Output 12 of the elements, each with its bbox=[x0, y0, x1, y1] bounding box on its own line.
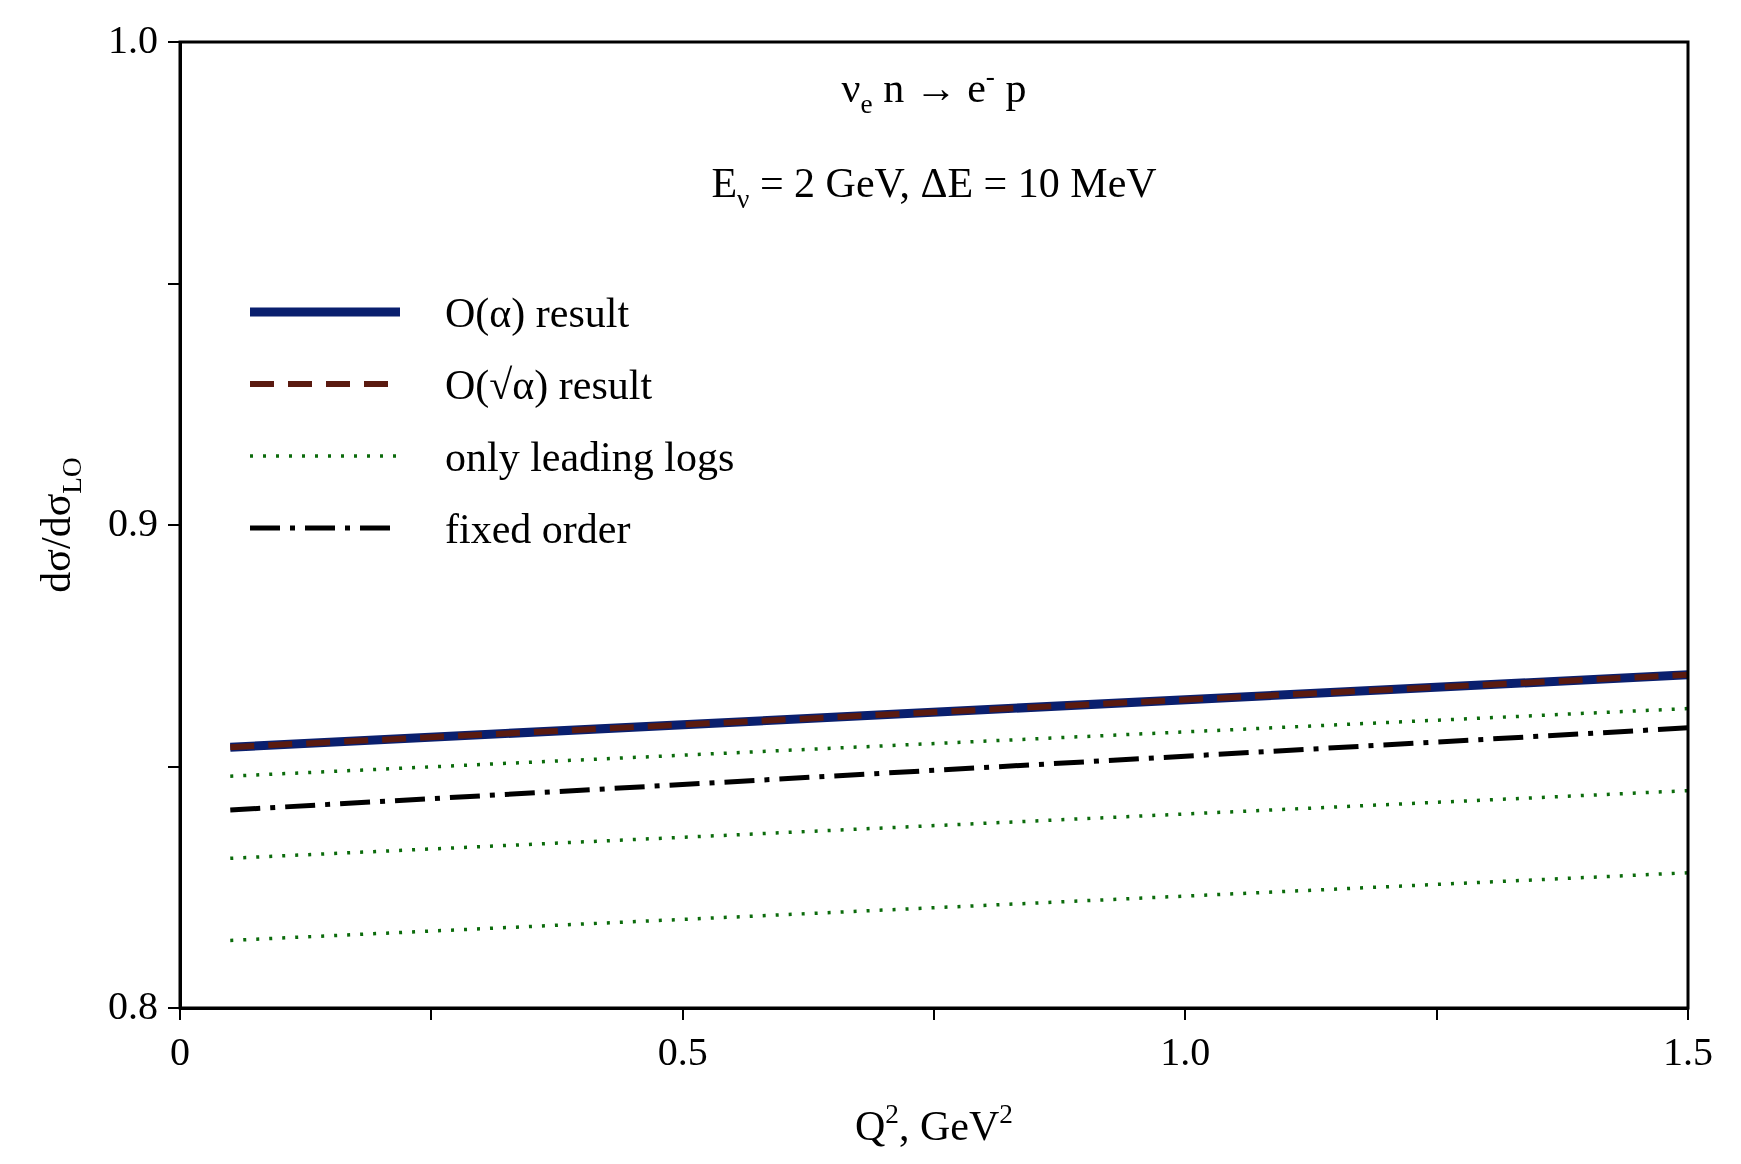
y-tick-label: 0.9 bbox=[108, 499, 158, 545]
legend-label: only leading logs bbox=[445, 434, 735, 480]
legend-label: O(√α) result bbox=[445, 362, 653, 409]
y-tick-label: 0.8 bbox=[108, 982, 158, 1028]
x-tick-label: 0.5 bbox=[657, 1028, 708, 1074]
y-axis-title: dσ/dσLO bbox=[33, 457, 87, 593]
x-tick-label: 0 bbox=[170, 1028, 190, 1074]
y-tick-label: 1.0 bbox=[108, 16, 158, 62]
legend-label: fixed order bbox=[445, 506, 631, 552]
legend-label: O(α) result bbox=[445, 290, 630, 337]
x-tick-label: 1.5 bbox=[1663, 1028, 1713, 1074]
x-tick-label: 1.0 bbox=[1160, 1028, 1211, 1074]
